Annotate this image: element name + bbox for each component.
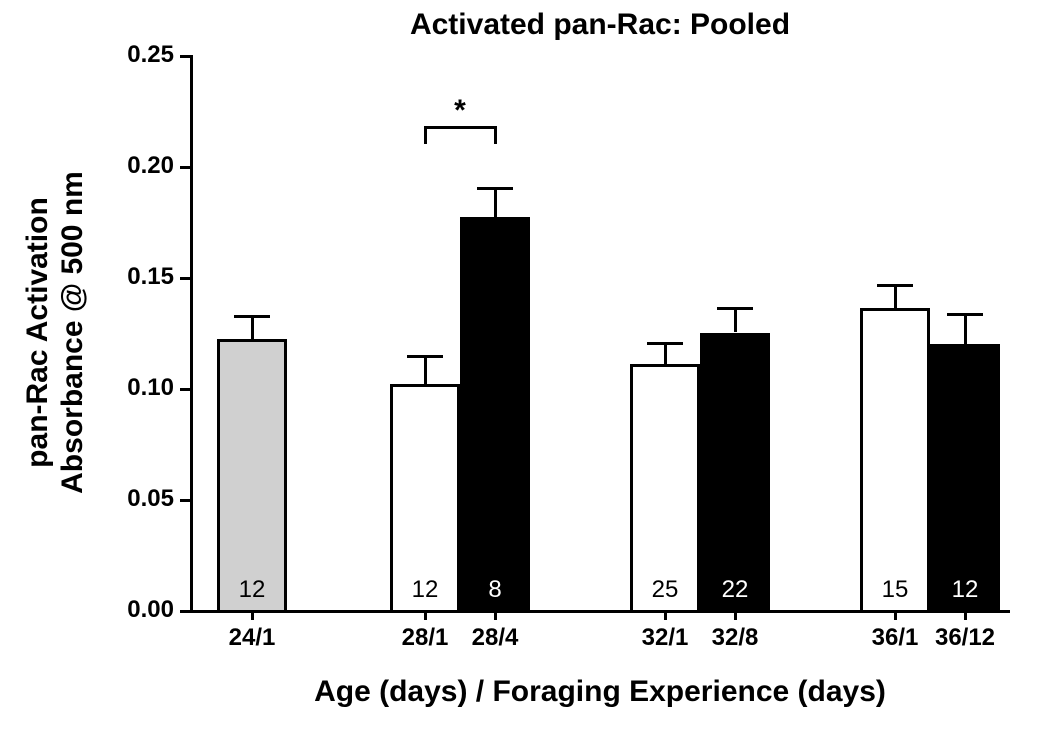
y-tick-label: 0.15 xyxy=(127,263,174,291)
x-tick xyxy=(894,610,897,620)
bar-n-label: 12 xyxy=(930,576,1000,604)
sig-bracket-right xyxy=(494,126,497,144)
y-tick xyxy=(180,55,190,58)
error-bar-cap xyxy=(407,355,443,358)
error-bar-cap xyxy=(947,313,983,316)
x-tick xyxy=(734,610,737,620)
bar xyxy=(460,217,530,610)
x-tick-label: 28/4 xyxy=(440,624,550,652)
bar-n-label: 8 xyxy=(460,576,530,604)
y-tick xyxy=(180,610,190,613)
x-tick xyxy=(424,610,427,620)
x-axis xyxy=(190,610,1010,613)
x-tick xyxy=(664,610,667,620)
bar xyxy=(700,333,770,611)
y-tick xyxy=(180,499,190,502)
chart-title: Activated pan-Rac: Pooled xyxy=(190,8,1010,42)
error-bar-stem xyxy=(664,344,667,364)
error-bar-stem xyxy=(734,308,737,332)
x-tick xyxy=(494,610,497,620)
error-bar-stem xyxy=(894,286,897,308)
bar-n-label: 12 xyxy=(390,576,460,604)
error-bar-cap xyxy=(877,284,913,287)
error-bar-stem xyxy=(494,188,497,217)
y-tick-label: 0.25 xyxy=(127,41,174,69)
error-bar-cap xyxy=(477,187,513,190)
x-tick-label: 36/12 xyxy=(910,624,1020,652)
bar-chart: Activated pan-Rac: Pooled pan-Rac Activa… xyxy=(0,0,1050,731)
y-tick-label: 0.00 xyxy=(127,596,174,624)
x-tick-label: 32/8 xyxy=(680,624,790,652)
bar xyxy=(860,308,930,610)
x-axis-label: Age (days) / Foraging Experience (days) xyxy=(190,675,1010,709)
y-tick-label: 0.05 xyxy=(127,485,174,513)
y-tick-label: 0.20 xyxy=(127,152,174,180)
y-tick xyxy=(180,277,190,280)
bar-n-label: 22 xyxy=(700,576,770,604)
y-tick xyxy=(180,166,190,169)
bar xyxy=(930,344,1000,610)
bar-n-label: 12 xyxy=(217,576,287,604)
sig-bracket-left xyxy=(424,126,427,144)
bar-n-label: 25 xyxy=(630,576,700,604)
y-axis-label: pan-Rac Activation Absorbance @ 500 nm xyxy=(21,55,90,610)
plot-area: 0.000.050.100.150.200.251224/11228/1828/… xyxy=(190,55,1010,610)
x-tick-label: 24/1 xyxy=(197,624,307,652)
y-axis xyxy=(190,55,193,613)
bar-n-label: 15 xyxy=(860,576,930,604)
error-bar-stem xyxy=(251,317,254,339)
error-bar-cap xyxy=(234,315,270,318)
y-tick xyxy=(180,388,190,391)
x-tick xyxy=(964,610,967,620)
sig-star: * xyxy=(440,94,480,128)
y-tick-label: 0.10 xyxy=(127,374,174,402)
error-bar-stem xyxy=(424,357,427,384)
error-bar-stem xyxy=(964,315,967,344)
bar xyxy=(630,364,700,610)
bar xyxy=(217,339,287,610)
x-tick xyxy=(251,610,254,620)
error-bar-cap xyxy=(647,342,683,345)
error-bar-cap xyxy=(717,307,753,310)
